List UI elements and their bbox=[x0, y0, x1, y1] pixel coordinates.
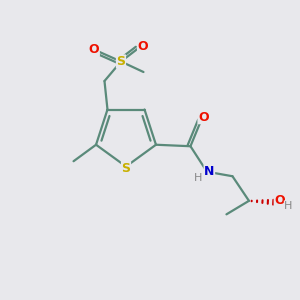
Text: O: O bbox=[89, 43, 99, 56]
Text: H: H bbox=[284, 201, 293, 211]
Text: H: H bbox=[194, 173, 203, 183]
Text: N: N bbox=[204, 165, 214, 178]
Text: O: O bbox=[138, 40, 148, 53]
Text: S: S bbox=[116, 55, 125, 68]
Text: O: O bbox=[198, 111, 209, 124]
Text: S: S bbox=[122, 161, 130, 175]
Text: O: O bbox=[274, 194, 285, 207]
